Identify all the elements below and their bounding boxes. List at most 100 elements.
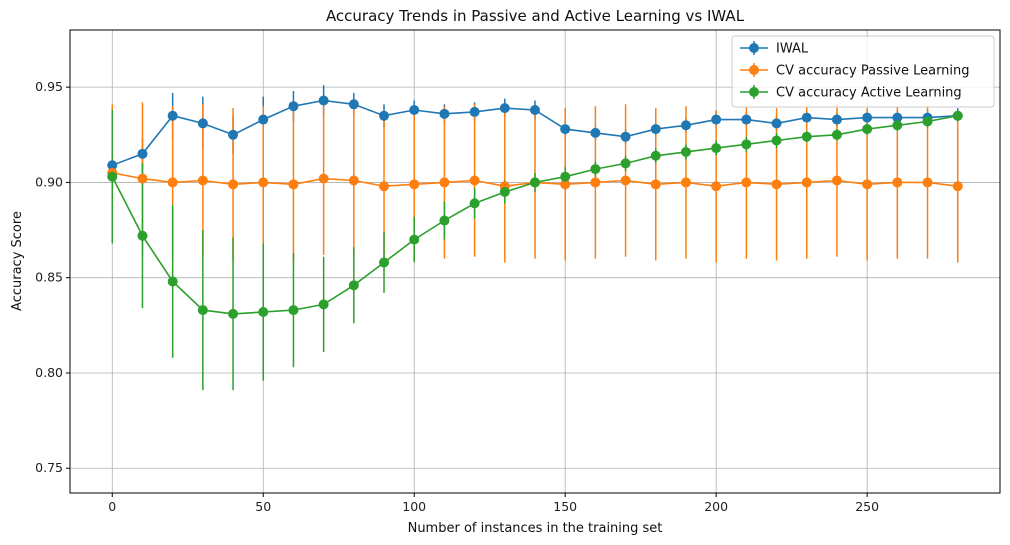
active-point bbox=[711, 143, 722, 154]
iwal-point bbox=[620, 131, 631, 142]
passive-point bbox=[228, 179, 239, 190]
active-point bbox=[228, 308, 239, 319]
iwal-point bbox=[530, 105, 540, 116]
chart-title: Accuracy Trends in Passive and Active Le… bbox=[326, 7, 745, 25]
passive-point bbox=[258, 177, 269, 188]
active-point bbox=[318, 299, 329, 310]
active-point bbox=[650, 150, 661, 161]
passive-point bbox=[680, 177, 691, 188]
y-axis-title: Accuracy Score bbox=[10, 211, 25, 311]
passive-point bbox=[831, 175, 842, 186]
iwal-point bbox=[590, 127, 601, 138]
iwal-point bbox=[288, 101, 299, 112]
plot-frame bbox=[69, 29, 1001, 494]
active-point bbox=[620, 158, 631, 169]
passive-point bbox=[892, 177, 903, 188]
x-tick-label: 200 bbox=[704, 499, 728, 514]
active-point bbox=[197, 305, 208, 316]
x-tick-label: 150 bbox=[553, 499, 577, 514]
active-point bbox=[348, 280, 359, 291]
legend-iwal-marker bbox=[749, 43, 759, 53]
x-axis-title: Number of instances in the training set bbox=[408, 521, 663, 536]
legend-box bbox=[731, 35, 995, 108]
active-point bbox=[107, 171, 118, 182]
iwal-point bbox=[107, 160, 118, 171]
active-point bbox=[560, 171, 571, 182]
passive-point bbox=[620, 175, 631, 186]
legend-active-marker bbox=[749, 87, 759, 97]
iwal-point bbox=[680, 120, 691, 131]
iwal-point bbox=[258, 114, 269, 125]
active-point bbox=[952, 110, 963, 121]
legend-passive-label: CV accuracy Passive Learning bbox=[776, 64, 970, 79]
iwal-point bbox=[409, 105, 420, 116]
passive-point bbox=[137, 173, 148, 184]
y-axis-ticks: 0.75 0.80 0.85 0.90 0.95 bbox=[35, 79, 70, 475]
iwal-point bbox=[379, 110, 390, 121]
x-tick-label: 250 bbox=[855, 499, 879, 514]
active-point bbox=[409, 234, 420, 245]
passive-point bbox=[650, 179, 661, 190]
iwal-point bbox=[499, 103, 510, 114]
active-point bbox=[469, 198, 480, 209]
iwal-point bbox=[560, 124, 571, 135]
active-point bbox=[801, 131, 812, 142]
passive-point bbox=[469, 175, 480, 186]
passive-point bbox=[288, 179, 299, 190]
iwal-point bbox=[469, 106, 480, 117]
active-point bbox=[741, 139, 752, 150]
iwal-point bbox=[801, 112, 812, 123]
active-point bbox=[771, 135, 782, 146]
legend-passive-marker bbox=[749, 65, 759, 75]
active-point bbox=[862, 124, 873, 135]
passive-point bbox=[771, 179, 782, 190]
iwal-point bbox=[228, 129, 239, 140]
y-tick-label: 0.95 bbox=[35, 79, 63, 94]
passive-point bbox=[801, 177, 812, 188]
iwal-point bbox=[318, 95, 329, 106]
active-point bbox=[590, 164, 601, 175]
passive-point bbox=[409, 179, 420, 190]
iwal-point bbox=[862, 112, 873, 123]
passive-point bbox=[922, 177, 933, 188]
passive-point bbox=[711, 181, 722, 192]
passive-point bbox=[348, 175, 359, 186]
y-tick-label: 0.90 bbox=[35, 174, 63, 189]
legend-iwal-label: IWAL bbox=[776, 42, 809, 57]
active-point bbox=[288, 305, 299, 316]
iwal-point bbox=[439, 108, 450, 119]
active-point bbox=[167, 276, 178, 287]
iwal-point bbox=[137, 148, 148, 159]
x-axis-ticks: 0 50 100 150 200 250 bbox=[108, 493, 879, 514]
iwal-point bbox=[741, 114, 752, 125]
passive-point bbox=[862, 179, 873, 190]
legend-active-label: CV accuracy Active Learning bbox=[776, 86, 962, 101]
iwal-point bbox=[650, 124, 661, 135]
x-tick-label: 100 bbox=[402, 499, 426, 514]
passive-point bbox=[167, 177, 178, 188]
passive-point bbox=[741, 177, 752, 188]
active-point bbox=[379, 257, 390, 268]
iwal-point bbox=[771, 118, 782, 129]
passive-point bbox=[560, 179, 571, 190]
active-point bbox=[499, 186, 510, 197]
legend: IWAL CV accuracy Passive Learning CV accur… bbox=[731, 35, 995, 108]
passive-point bbox=[197, 175, 208, 186]
active-point bbox=[258, 306, 269, 317]
active-point bbox=[892, 120, 903, 131]
active-point bbox=[922, 116, 933, 127]
active-point bbox=[831, 129, 842, 140]
active-point bbox=[439, 215, 450, 226]
iwal-point bbox=[892, 112, 903, 123]
iwal-point bbox=[711, 114, 722, 125]
x-tick-label: 50 bbox=[255, 499, 271, 514]
y-tick-label: 0.75 bbox=[35, 460, 63, 475]
iwal-point bbox=[348, 99, 359, 110]
passive-point bbox=[439, 177, 450, 188]
active-point bbox=[137, 230, 148, 241]
passive-point bbox=[318, 173, 329, 184]
x-tick-label: 0 bbox=[108, 499, 116, 514]
passive-point bbox=[952, 181, 963, 192]
